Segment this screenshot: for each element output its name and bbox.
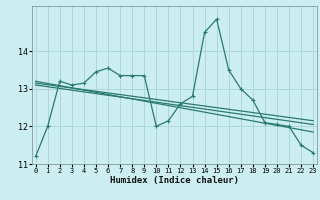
X-axis label: Humidex (Indice chaleur): Humidex (Indice chaleur) (110, 176, 239, 185)
